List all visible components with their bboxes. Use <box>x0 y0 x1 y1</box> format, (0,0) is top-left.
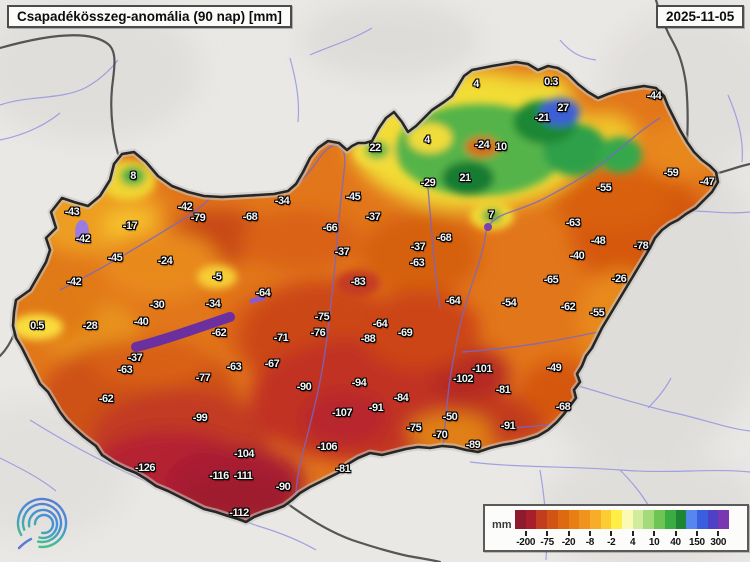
legend-tick-label: 4 <box>630 537 636 548</box>
legend-color-segment <box>525 510 537 529</box>
legend-tick <box>588 531 591 536</box>
legend-tick <box>567 531 570 536</box>
legend-color-segment <box>547 510 558 529</box>
legend-tick-label: 300 <box>710 537 727 548</box>
legend-color-segment <box>536 510 548 529</box>
legend-tick <box>674 531 677 536</box>
legend-tick <box>524 531 527 536</box>
legend-tick <box>653 531 656 536</box>
legend-tick <box>717 531 720 536</box>
legend-color-segment <box>557 510 569 529</box>
legend-colorbar-wrap: -200 -75 -20 -8 -2 4 10 40 150 300 <box>515 510 730 550</box>
hungaromet-spiral-logo <box>16 497 68 550</box>
legend-color-segment <box>696 510 708 529</box>
legend-color-segment <box>632 510 644 529</box>
legend-color-segment <box>718 510 730 529</box>
legend-color-segment <box>654 510 665 529</box>
hungary-border <box>11 60 720 524</box>
legend-tick-label: -20 <box>561 537 576 548</box>
legend-color-segment <box>622 510 633 529</box>
legend-color-segment <box>515 510 526 529</box>
legend-color-segment <box>686 510 697 529</box>
legend-unit-label: mm <box>492 519 512 531</box>
map-date: 2025-11-05 <box>656 5 745 28</box>
legend-color-segment <box>568 510 580 529</box>
legend-tick-label: -200 <box>516 537 536 548</box>
legend-color-segment <box>600 510 612 529</box>
legend-colorbar <box>515 510 730 529</box>
legend-color-segment <box>589 510 601 529</box>
legend-tick-label: 10 <box>648 537 660 548</box>
legend-color-segment <box>579 510 590 529</box>
legend-tick <box>546 531 549 536</box>
legend-color-segment <box>643 510 655 529</box>
map-title: Csapadékösszeg-anomália (90 nap) [mm] <box>7 5 292 28</box>
legend-tick <box>695 531 698 536</box>
legend-tick-label: -2 <box>607 537 616 548</box>
legend-tick-label: -8 <box>585 537 595 548</box>
legend-tick <box>631 531 634 536</box>
legend-tick <box>610 531 613 536</box>
lakes <box>75 220 492 352</box>
legend-tick-label: 150 <box>688 537 705 548</box>
legend-color-segment <box>611 510 623 529</box>
legend: mm -200 -75 -20 -8 -2 4 10 40 150 300 <box>483 504 749 552</box>
legend-color-segment <box>664 510 676 529</box>
legend-tick-label: 40 <box>670 537 681 548</box>
legend-color-segment <box>675 510 687 529</box>
spiral-icon <box>16 497 68 550</box>
legend-color-segment <box>707 510 719 529</box>
legend-tick-label: -75 <box>540 537 554 548</box>
